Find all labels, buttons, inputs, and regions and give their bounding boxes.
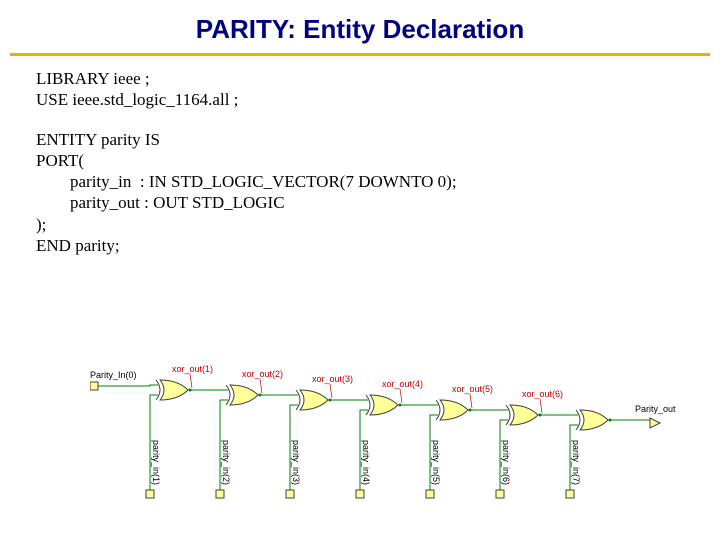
code-line: parity_out : OUT STD_LOGIC — [36, 192, 720, 213]
code-line: ); — [36, 214, 720, 235]
code-line: LIBRARY ieee ; — [36, 68, 720, 89]
code-line: USE ieee.std_logic_1164.all ; — [36, 89, 720, 110]
xor-out-label: xor_out(4) — [382, 379, 423, 389]
output-port-icon — [650, 418, 660, 428]
xor-out-label: xor_out(1) — [172, 364, 213, 374]
code-line: ENTITY parity IS — [36, 129, 720, 150]
xor-out-label: xor_out(6) — [522, 389, 563, 399]
bottom-input-label: parity_in(7) — [571, 440, 581, 485]
vhdl-code: LIBRARY ieee ; USE ieee.std_logic_1164.a… — [36, 68, 720, 256]
bottom-input-label: parity_in(5) — [431, 440, 441, 485]
parity-circuit-diagram: Parity_In(0) Parity_out parity_in(1) xor_… — [90, 330, 690, 510]
bottom-input-label: parity_in(6) — [501, 440, 511, 485]
bottom-input-label: parity_in(1) — [151, 440, 161, 485]
output-port-label: Parity_out — [635, 404, 676, 414]
bottom-input-label: parity_in(4) — [361, 440, 371, 485]
code-line: END parity; — [36, 235, 720, 256]
code-line: parity_in : IN STD_LOGIC_VECTOR(7 DOWNTO… — [36, 171, 720, 192]
code-line: PORT( — [36, 150, 720, 171]
xor-out-label: xor_out(5) — [452, 384, 493, 394]
input-port-label: Parity_In(0) — [90, 370, 137, 380]
input-port-icon — [90, 382, 98, 390]
bottom-input-label: parity_in(3) — [291, 440, 301, 485]
xor-out-label: xor_out(3) — [312, 374, 353, 384]
bottom-input-label: parity_in(2) — [221, 440, 231, 485]
title-rule — [10, 53, 710, 56]
xor-out-label: xor_out(2) — [242, 369, 283, 379]
page-title: PARITY: Entity Declaration — [0, 0, 720, 53]
